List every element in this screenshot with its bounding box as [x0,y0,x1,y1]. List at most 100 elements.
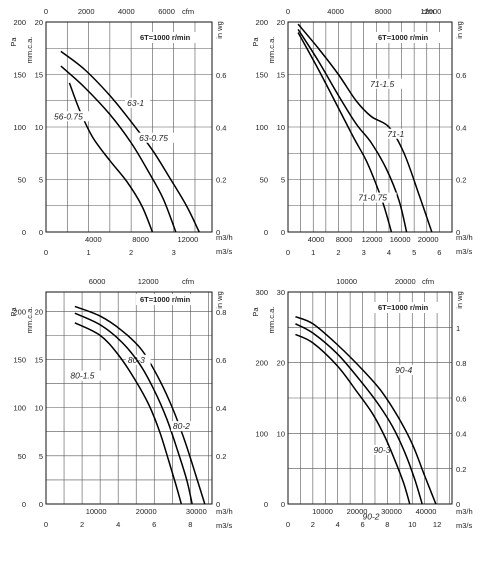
cfm-tick-label: 4000 [327,7,344,16]
cfm-tick-label: 12000 [420,7,441,16]
pa-tick-label: 0 [264,500,268,509]
mm-tick-label: 10 [35,123,43,132]
mm-tick-label: 5 [281,176,285,185]
curve-label: 90-3 [373,445,390,455]
mm-tick-label: 20 [277,18,285,27]
curve-label-background [125,97,150,108]
m3s-tick-label: 10 [408,520,416,529]
m3s-tick-label: 5 [412,248,416,257]
curve-label-background [371,444,397,455]
title-background [136,32,202,43]
inwg-tick-label: 0.4 [216,123,226,132]
m3h-tick-label: 10000 [86,507,107,516]
chart-3 [45,291,213,505]
m3h-tick-label: 4000 [308,235,325,244]
pa-tick-label: 0 [22,500,26,509]
curve-label: 80-2 [173,421,190,431]
m3s-tick-label: 3 [172,248,176,257]
mm-tick-label: 10 [277,123,285,132]
mm-tick-label: 15 [277,71,285,80]
pa-tick-label: 200 [13,18,26,27]
inwg-tick-label: 0.8 [456,359,466,368]
inwg-tick-label: 0 [456,500,460,509]
pa-tick-label: 150 [13,71,26,80]
curve-71-0.75 [297,32,393,233]
inwg-tick-label: 0 [216,228,220,237]
m3s-tick-label: 3 [362,248,366,257]
m3h-tick-label: 10000 [312,507,333,516]
curve-label-background [170,421,196,432]
cfm-tick-label: 20000 [395,277,416,286]
mm-tick-label: 15 [35,355,43,364]
m3s-tick-label: 12 [433,520,441,529]
axis-label-m3s: m3/s [456,247,473,256]
axis-label-mm: mm.c.a. [267,307,276,334]
axis-label-pa: Pa [9,37,18,47]
pa-tick-label: 50 [260,176,268,185]
curve-71-1 [297,28,408,233]
curve-label-background [385,128,411,139]
inwg-tick-label: 0.2 [456,176,466,185]
cfm-tick-label: 0 [286,7,290,16]
axis-label-cfm: cfm [182,7,194,16]
chart-title: 6T=1000 r/min [140,295,191,304]
axis-label-m3h: m3/h [456,233,473,242]
axis-label-cfm: cfm [182,277,194,286]
m3s-tick-label: 0 [44,248,48,257]
chart-title: 6T=1000 r/min [140,33,191,42]
axis-label-m3h: m3/h [456,507,473,516]
cfm-tick-label: 0 [44,7,48,16]
chart-1 [45,21,213,233]
axis-label-mm: mm.c.a. [25,37,34,64]
m3s-tick-label: 0 [286,520,290,529]
pa-tick-label: 300 [255,288,268,297]
m3s-tick-label: 4 [336,520,340,529]
axis-label-cfm: cfm [422,7,434,16]
inwg-tick-label: 0.2 [216,452,226,461]
axis-label-m3h: m3/h [216,233,233,242]
curve-label: 90-2 [362,512,379,522]
m3s-tick-label: 6 [437,248,441,257]
curve-90-3 [295,323,423,505]
mm-tick-label: 15 [35,71,43,80]
m3s-tick-label: 2 [129,248,133,257]
inwg-tick-label: 0.2 [456,465,466,474]
chart-4 [287,291,453,522]
pa-tick-label: 150 [13,355,26,364]
m3h-tick-label: 40000 [416,507,437,516]
m3h-tick-label: 20000 [347,507,368,516]
curve-label-background [368,78,404,89]
axis-label-m3h: m3/h [216,507,233,516]
m3h-tick-label: 12000 [362,235,383,244]
axis-label-pa: Pa [251,307,260,317]
m3s-tick-label: 2 [311,520,315,529]
mm-tick-label: 10 [35,404,43,413]
curve-label-background [393,364,418,375]
title-background [136,294,202,305]
curve-label-background [125,354,151,365]
curve-80-1.5 [74,322,183,505]
m3h-tick-label: 16000 [390,235,411,244]
axis-label-pa: Pa [251,37,260,47]
curve-90-4 [295,316,437,505]
curve-label: 71-0.75 [358,193,387,203]
cfm-tick-label: 10000 [336,277,357,286]
curve-label-background [68,370,104,381]
m3h-tick-label: 20000 [418,235,439,244]
chart-2 [287,21,453,233]
cfm-tick-label: 6000 [158,7,175,16]
inwg-tick-label: 0.4 [456,123,466,132]
curve-71-1.5 [297,23,433,233]
m3s-tick-label: 2 [336,248,340,257]
title-background [374,32,440,43]
mm-tick-label: 0 [281,228,285,237]
inwg-tick-label: 0.6 [216,356,226,365]
axis-label-pa: Pa [9,307,18,317]
inwg-tick-label: 0.6 [456,394,466,403]
axis-label-inwg: in wg [455,291,464,309]
pa-tick-label: 200 [255,359,268,368]
m3s-tick-label: 8 [188,520,192,529]
mm-tick-label: 30 [277,288,285,297]
pa-tick-label: 150 [255,71,268,80]
pa-tick-label: 100 [13,404,26,413]
